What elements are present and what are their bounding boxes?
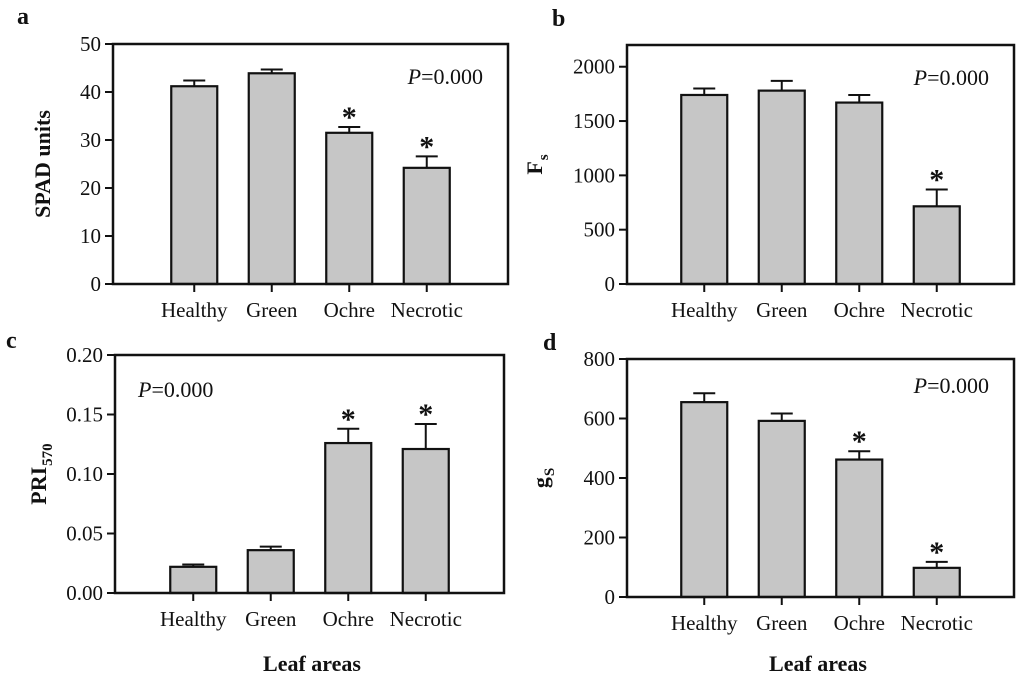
y-tick-label: 0.05 <box>66 522 103 546</box>
y-tick-label: 0.00 <box>66 581 103 605</box>
bar-healthy <box>169 565 218 595</box>
y-axis-title-c: PRI570 <box>26 443 56 504</box>
category-label-ochre: Ochre <box>323 607 374 631</box>
y-tick-label: 20 <box>80 176 101 200</box>
y-tick-label: 0 <box>605 272 616 296</box>
panel-b-letter: b <box>552 6 566 32</box>
y-tick-label: 10 <box>80 224 101 248</box>
bar-green <box>757 419 806 599</box>
y-tick-label: 0.10 <box>66 462 103 486</box>
y-tick-label: 30 <box>80 128 101 152</box>
panel-c-plot: * * 0.00 0.05 0.10 0.15 0.20 Healthy Green Ochre N… <box>26 343 506 631</box>
category-label-green: Green <box>245 607 297 631</box>
category-label-ochre: Ochre <box>324 298 375 322</box>
significance-asterisk: * <box>342 101 357 134</box>
panel-b-plot: * 0 500 1000 1500 2000 Healthy Green Ochre Necrot… <box>522 43 1016 322</box>
significance-asterisk: * <box>929 163 944 196</box>
y-tick-label: 0 <box>605 585 616 609</box>
bar-healthy <box>680 93 729 286</box>
category-label-healthy: Healthy <box>671 298 738 322</box>
plot-frame <box>625 43 1016 286</box>
bar-ochre <box>835 101 884 286</box>
significance-asterisk: * <box>929 536 944 569</box>
category-label-ochre: Ochre <box>834 611 885 635</box>
significance-asterisk: * <box>341 403 356 436</box>
bar-ochre <box>324 441 373 595</box>
p-value-annotation: P=0.000 <box>913 373 989 398</box>
y-tick-label: 50 <box>80 32 101 56</box>
bar-green <box>757 89 806 286</box>
bar-necrotic <box>402 166 451 286</box>
category-label-necrotic: Necrotic <box>391 298 463 322</box>
y-tick-label: 2000 <box>573 55 615 79</box>
y-tick-label: 1500 <box>573 109 615 133</box>
p-value-annotation: P=0.000 <box>137 377 213 402</box>
y-axis-title-a: SPAD units <box>30 110 55 218</box>
y-tick-label: 0.15 <box>66 403 103 427</box>
panel-a-letter: a <box>17 4 29 30</box>
category-label-necrotic: Necrotic <box>390 607 462 631</box>
category-label-healthy: Healthy <box>161 298 228 322</box>
p-value-annotation: P=0.000 <box>407 64 483 89</box>
panel-c-letter: c <box>6 328 17 354</box>
y-tick-label: 800 <box>584 347 616 371</box>
bar-healthy <box>680 401 729 599</box>
category-label-healthy: Healthy <box>160 607 227 631</box>
x-axis-label-right: Leaf areas <box>769 651 867 676</box>
category-label-necrotic: Necrotic <box>901 611 973 635</box>
bar-necrotic <box>401 447 450 595</box>
bar-ochre <box>835 458 884 599</box>
bar-ochre <box>325 131 374 286</box>
y-axis-title-b: Fs <box>522 154 552 174</box>
y-tick-label: 1000 <box>573 163 615 187</box>
y-tick-label: 40 <box>80 80 101 104</box>
y-tick-label: 600 <box>584 407 616 431</box>
y-tick-label: 500 <box>584 218 616 242</box>
y-tick-label: 400 <box>584 466 616 490</box>
panel-a-plot: * * 0 10 20 30 40 50 Healthy Green Ochre Necrotic P=… <box>30 32 510 322</box>
category-label-ochre: Ochre <box>834 298 885 322</box>
category-label-necrotic: Necrotic <box>901 298 973 322</box>
category-label-healthy: Healthy <box>671 611 738 635</box>
significance-asterisk: * <box>419 130 434 163</box>
bar-green <box>247 72 296 286</box>
y-tick-label: 0 <box>91 272 102 296</box>
bar-necrotic <box>912 566 961 599</box>
significance-asterisk: * <box>852 425 867 458</box>
x-axis-label-left: Leaf areas <box>263 651 361 676</box>
y-tick-label: 0.20 <box>66 343 103 367</box>
category-label-green: Green <box>756 298 808 322</box>
bar-green <box>246 549 295 595</box>
plot-frame <box>111 42 510 286</box>
y-axis-title-d: gS <box>528 468 558 488</box>
bar-necrotic <box>912 205 961 286</box>
significance-asterisk: * <box>418 398 433 431</box>
p-value-annotation: P=0.000 <box>913 65 989 90</box>
category-label-green: Green <box>756 611 808 635</box>
panel-d-plot: * * 0 200 400 600 800 Healthy Green Ochre Necrotic… <box>528 347 1016 635</box>
panel-d-letter: d <box>543 330 557 356</box>
y-tick-label: 200 <box>584 526 616 550</box>
bar-healthy <box>170 85 219 286</box>
category-label-green: Green <box>246 298 298 322</box>
